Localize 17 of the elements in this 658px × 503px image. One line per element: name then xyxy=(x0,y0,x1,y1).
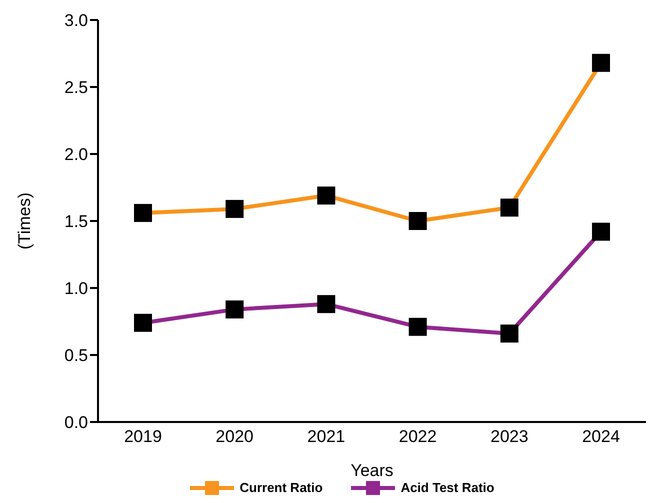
legend-label: Acid Test Ratio xyxy=(400,480,494,495)
x-tick-label: 2020 xyxy=(216,427,254,446)
y-axis-title: (Times) xyxy=(15,192,34,250)
x-tick-label: 2024 xyxy=(582,427,620,446)
y-tick-label: 0.5 xyxy=(64,346,88,366)
x-tick-label: 2021 xyxy=(307,427,346,446)
x-axis-title: Years xyxy=(350,461,394,480)
x-tick-label: 2019 xyxy=(124,427,162,446)
y-tick-label: 2.0 xyxy=(64,145,88,164)
y-tick-label: 1.0 xyxy=(64,279,88,298)
y-tick-label: 0.0 xyxy=(64,413,88,432)
y-tick-label: 1.5 xyxy=(64,212,88,232)
x-tick-label: 2022 xyxy=(398,427,437,446)
y-tick-label: 3.0 xyxy=(64,11,88,30)
x-tick-label: 2023 xyxy=(490,427,528,446)
y-tick-label: 2.5 xyxy=(64,78,88,98)
legend-label: Current Ratio xyxy=(240,480,323,495)
